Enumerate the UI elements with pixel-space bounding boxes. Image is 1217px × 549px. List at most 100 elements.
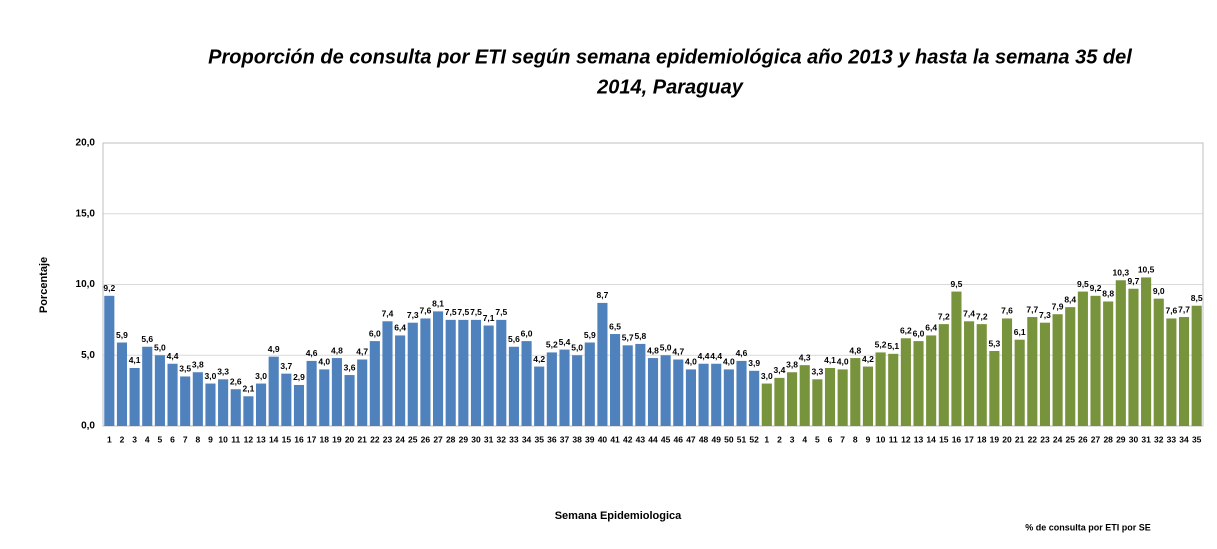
x-tick-label: 33 [509,434,519,444]
x-tick-label: 24 [1053,434,1063,444]
data-label: 5,0 [154,343,166,353]
data-label: 7,7 [1178,304,1190,314]
data-label: 2,6 [230,376,242,386]
data-label: 5,0 [571,343,583,353]
data-label: 4,8 [849,345,861,355]
x-tick-label: 17 [964,434,974,444]
data-label: 3,0 [205,371,217,381]
data-label: 6,5 [609,321,621,331]
bar [698,363,709,426]
data-label: 9,2 [1090,283,1102,293]
x-tick-label: 19 [990,434,1000,444]
bar [116,342,128,426]
data-label: 7,4 [963,309,975,319]
bar [521,341,532,426]
y-axis-label: Porcentaje [38,257,50,313]
data-label: 9,5 [951,279,963,289]
data-label: 3,3 [217,367,229,377]
data-label: 9,0 [1153,286,1165,296]
bar [546,352,557,426]
data-label: 10,3 [1113,268,1130,278]
data-label: 7,5 [445,307,457,317]
x-tick-label: 34 [522,434,532,444]
bar [951,291,962,426]
data-label: 6,0 [521,328,533,338]
data-label: 4,0 [837,357,849,367]
x-tick-label: 6 [170,434,175,444]
bar [736,360,747,426]
x-tick-label: 10 [876,434,886,444]
data-label: 5,8 [634,331,646,341]
legend-entry: % de consulta por ETI por SE [1025,522,1151,532]
data-label: 4,1 [824,355,836,365]
data-label: 5,6 [508,334,520,344]
chart-title-line2: 2014, Paraguay [596,76,744,98]
data-label: 4,7 [356,347,368,357]
bar [369,341,380,426]
x-tick-label: 1 [107,434,112,444]
x-tick-label: 33 [1167,434,1177,444]
data-label: 4,4 [167,351,179,361]
bar [344,375,355,426]
bar [268,356,279,426]
bar [508,346,519,426]
bar [1001,318,1013,426]
bar [964,321,975,426]
bar [1103,301,1114,426]
x-tick-label: 13 [256,434,266,444]
data-label: 7,3 [407,310,419,320]
data-label: 7,3 [1039,310,1051,320]
bar [104,295,115,426]
data-label: 5,2 [875,340,887,350]
data-label: 4,4 [698,351,710,361]
data-label: 3,0 [761,371,773,381]
x-tick-label: 29 [459,434,469,444]
x-tick-label: 17 [307,434,317,444]
bar [281,373,292,426]
bar [1014,339,1025,426]
y-tick-label: 5,0 [81,350,95,361]
data-label: 8,8 [1102,289,1114,299]
x-tick-label: 46 [674,434,684,444]
data-label: 7,2 [976,311,988,321]
bar [610,334,621,426]
bar [483,325,494,426]
x-tick-label: 12 [901,434,911,444]
bar [395,335,406,426]
x-tick-label: 16 [294,434,304,444]
x-tick-label: 37 [560,434,570,444]
x-tick-label: 18 [977,434,987,444]
bar [888,353,899,426]
data-label: 3,8 [786,359,798,369]
bar [192,372,203,426]
bar [470,319,482,426]
bar [167,363,178,426]
bar [319,369,330,426]
x-tick-label: 21 [357,434,367,444]
data-label: 7,7 [1026,304,1038,314]
x-tick-label: 28 [1103,434,1113,444]
x-tick-label: 27 [1091,434,1101,444]
x-tick-label: 12 [244,434,254,444]
data-label: 4,2 [862,354,874,364]
bar [837,369,848,426]
x-tick-label: 5 [158,434,163,444]
x-tick-label: 48 [699,434,709,444]
x-tick-label: 24 [395,434,405,444]
x-tick-label: 10 [218,434,228,444]
data-label: 4,6 [306,348,318,358]
bar [331,358,342,426]
x-tick-label: 44 [648,434,658,444]
x-tick-label: 7 [183,434,188,444]
bar [660,355,671,426]
data-label: 4,0 [723,357,735,367]
bar [1153,298,1164,426]
data-label: 4,6 [736,348,748,358]
x-tick-label: 30 [1129,434,1139,444]
data-label: 6,0 [369,328,381,338]
x-tick-label: 39 [585,434,595,444]
x-tick-label: 52 [749,434,759,444]
bar [1115,280,1126,426]
